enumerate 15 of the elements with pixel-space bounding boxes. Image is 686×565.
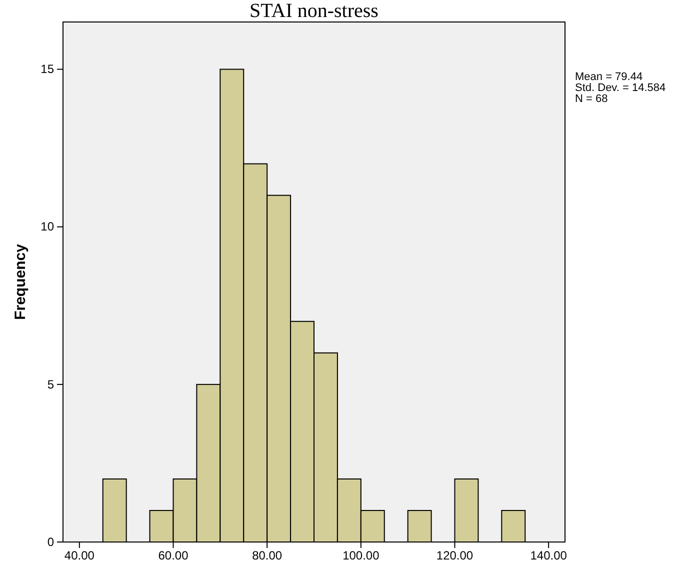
y-tick-label: 15 bbox=[40, 62, 54, 76]
x-tick-label: 140.00 bbox=[530, 548, 568, 563]
x-tick-label: 100.00 bbox=[342, 548, 380, 563]
x-tick-label: 60.00 bbox=[158, 548, 189, 563]
x-tick-label: 80.00 bbox=[252, 548, 282, 563]
y-tick-label: 5 bbox=[47, 377, 54, 392]
y-tick-label: 10 bbox=[40, 220, 54, 234]
text: Mean = 79.44 bbox=[575, 71, 643, 83]
text: Std. Dev. = 14.584 bbox=[575, 82, 666, 94]
x-tick-label: 120.00 bbox=[436, 548, 474, 563]
chart-title: STAI non-stress bbox=[250, 0, 379, 22]
text: N = 68 bbox=[575, 93, 608, 105]
x-tick-label: 40.00 bbox=[64, 548, 95, 563]
y-axis-title: Frequency bbox=[12, 243, 29, 320]
y-tick-label: 0 bbox=[47, 534, 54, 549]
